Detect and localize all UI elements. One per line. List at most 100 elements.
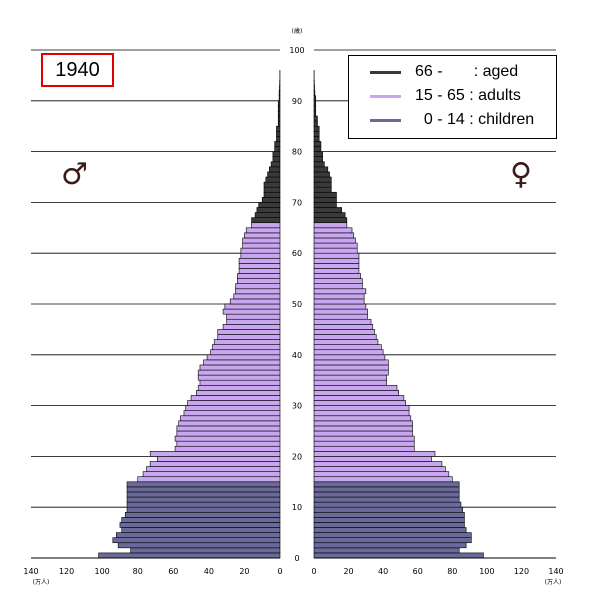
female-bar <box>313 105 317 112</box>
female-x-tick-label: 40 <box>378 567 388 576</box>
male-bar <box>183 410 281 417</box>
male-bar <box>235 283 281 290</box>
female-bar <box>313 537 472 544</box>
male-bar <box>240 252 281 259</box>
male-bar <box>238 268 281 274</box>
y-tick-label: 0 <box>294 554 299 563</box>
female-bar <box>313 456 432 462</box>
male-bar <box>217 329 281 335</box>
female-x-tick-label: 0 <box>311 567 316 576</box>
male-bar <box>119 522 281 528</box>
female-bar <box>313 517 465 523</box>
female-bar <box>313 481 460 488</box>
female-bar <box>313 100 317 107</box>
legend-item-aged: 66 - : aged <box>349 63 556 83</box>
female-bar <box>313 476 453 483</box>
female-bar <box>313 268 360 274</box>
male-bar <box>203 359 281 366</box>
female-bar <box>313 212 346 218</box>
male-bar <box>146 466 281 472</box>
male-bar <box>142 471 281 478</box>
female-x-tick-label: 140 <box>548 567 563 576</box>
male-symbol: ♂ <box>61 157 88 192</box>
male-bar <box>244 232 281 239</box>
female-bar <box>313 257 360 264</box>
female-bar <box>313 384 398 391</box>
male-bar <box>217 334 281 340</box>
female-bar <box>313 191 337 198</box>
male-bar <box>233 293 281 300</box>
male-bar <box>126 506 281 513</box>
male-x-tick-label: 20 <box>239 567 249 576</box>
male-bar <box>206 354 281 361</box>
female-bar <box>313 242 358 249</box>
male-bar <box>126 501 281 508</box>
female-bar <box>313 125 320 132</box>
female-bar <box>313 496 460 503</box>
male-bar <box>256 207 281 213</box>
female-bar <box>313 273 361 279</box>
male-bar <box>254 212 281 218</box>
female-bar <box>313 506 463 513</box>
year-label: 1940 <box>41 53 114 87</box>
y-tick-label: 60 <box>292 249 302 258</box>
female-bar <box>313 237 356 244</box>
female-bar <box>313 217 348 224</box>
female-bar <box>313 252 360 259</box>
female-x-tick-label: 20 <box>343 567 353 576</box>
male-bar <box>235 288 281 295</box>
female-x-tick-label: 100 <box>479 567 494 576</box>
female-bar <box>313 324 374 330</box>
female-bar <box>313 151 323 157</box>
y-tick-label: 70 <box>292 198 302 207</box>
female-x-tick-label: 120 <box>514 567 529 576</box>
male-bar <box>269 166 281 173</box>
male-bar <box>149 461 281 467</box>
male-bar <box>242 242 281 249</box>
male-bar <box>126 481 281 488</box>
male-bar <box>121 517 281 523</box>
legend-swatch-children <box>370 119 401 122</box>
legend: 66 - : aged 15 - 65 : adults 0 - 14 : ch… <box>348 55 557 139</box>
female-bar <box>313 374 387 381</box>
male-bar <box>176 440 281 447</box>
female-bar <box>313 318 372 325</box>
female-bar <box>313 552 484 559</box>
male-bar <box>229 298 281 305</box>
female-bar <box>313 120 318 127</box>
y-tick-label: 30 <box>292 402 302 411</box>
male-bar <box>137 476 281 483</box>
female-bar <box>313 278 363 284</box>
male-bar <box>197 384 281 391</box>
male-bar <box>274 146 281 152</box>
male-bar <box>187 400 281 406</box>
female-bar <box>313 420 413 427</box>
female-x-tick-label: 60 <box>413 567 423 576</box>
male-bar <box>126 486 281 493</box>
female-bar <box>313 445 415 452</box>
male-x-tick-label: 100 <box>95 567 110 576</box>
female-bar <box>313 379 387 386</box>
male-bar <box>277 105 281 112</box>
male-x-tick-label: 80 <box>133 567 143 576</box>
male-bar <box>149 451 281 457</box>
female-bar <box>313 440 415 447</box>
female-bar <box>313 329 375 335</box>
female-bar <box>313 90 316 97</box>
legend-label-children: 0 - 14 : children <box>415 111 535 128</box>
female-bar <box>313 501 462 508</box>
female-bar <box>313 161 325 168</box>
female-bar <box>313 232 355 239</box>
male-bar <box>176 430 281 437</box>
female-x-tick-label: 80 <box>447 567 457 576</box>
y-tick-label: 20 <box>292 452 302 461</box>
axis-labels: 0 10 20 30 40 50 60 70 80 90 100 (歳) 140 120 100 80 60 40… <box>23 27 563 586</box>
female-bars <box>313 70 484 559</box>
male-bar <box>265 176 281 183</box>
female-bar <box>313 171 330 178</box>
male-bar <box>251 217 281 224</box>
y-tick-label: 50 <box>292 300 302 309</box>
male-bar <box>121 527 281 533</box>
male-bar <box>222 308 281 315</box>
